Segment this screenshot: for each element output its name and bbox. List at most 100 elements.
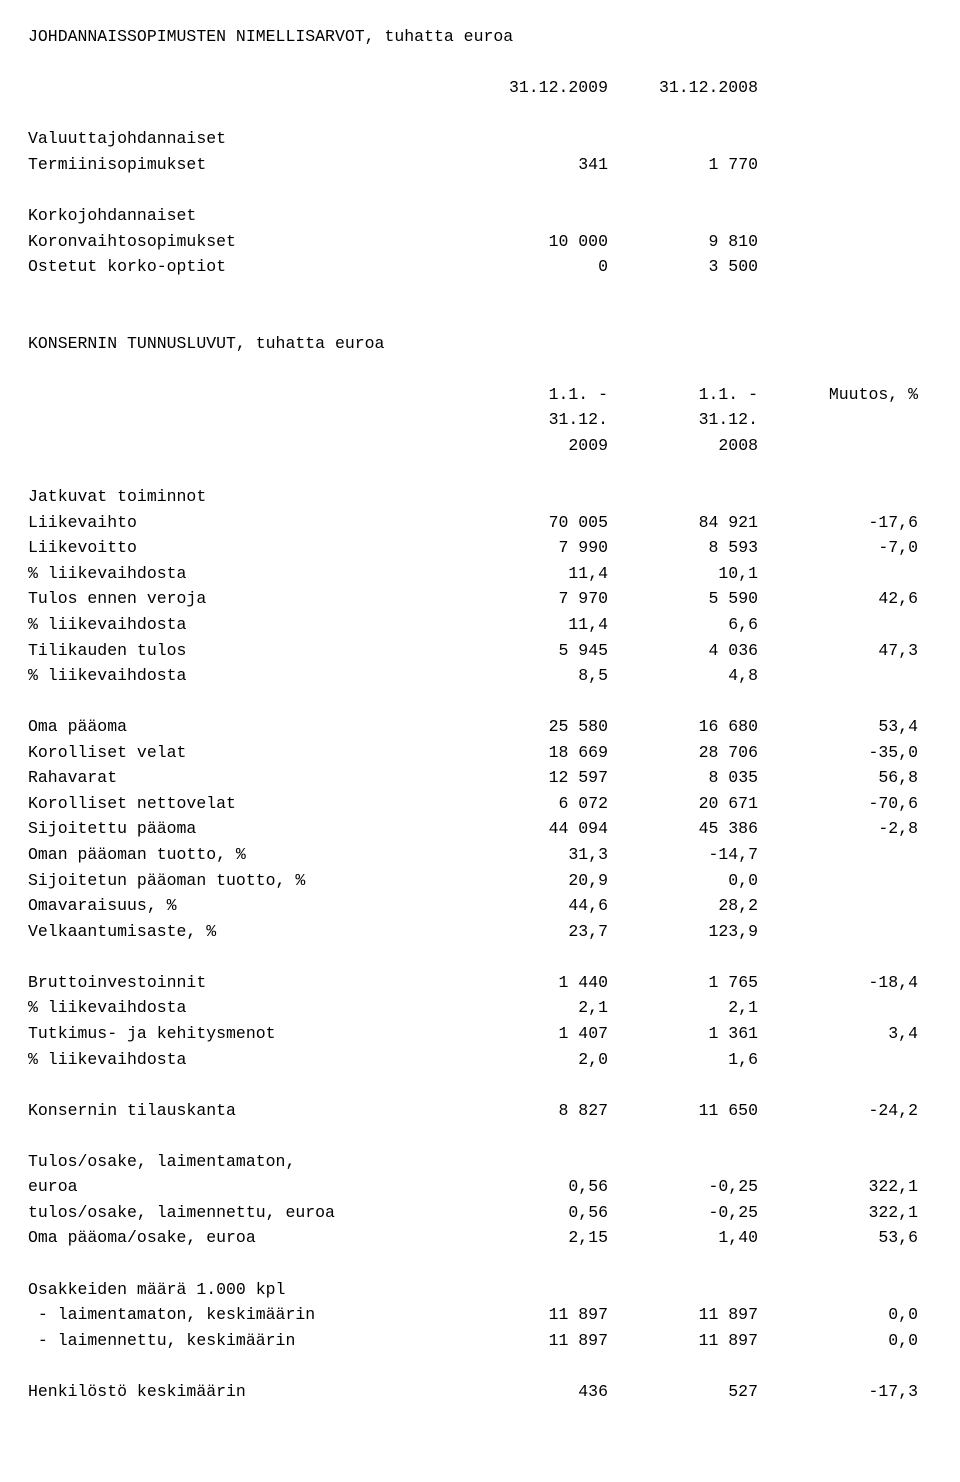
c2: 123,9 — [608, 919, 758, 945]
c3: 322,1 — [758, 1174, 918, 1200]
c2: 11 897 — [608, 1302, 758, 1328]
section2-title: KONSERNIN TUNNUSLUVUT, tuhatta euroa — [28, 331, 932, 357]
c2: 0,0 — [608, 868, 758, 894]
c1: 11 897 — [458, 1328, 608, 1354]
row-korko: Korkojohdannaiset — [28, 203, 932, 229]
c1: 2,15 — [458, 1225, 608, 1251]
row-laimennettu-kpl: - laimennettu, keskimäärin 11 897 11 897… — [28, 1328, 932, 1354]
c1: 0 — [458, 254, 608, 280]
label: Konsernin tilauskanta — [28, 1098, 458, 1124]
c2: 11 650 — [608, 1098, 758, 1124]
row-korolliset-velat: Korolliset velat 18 669 28 706 -35,0 — [28, 740, 932, 766]
c1: 70 005 — [458, 510, 608, 536]
c1: 18 669 — [458, 740, 608, 766]
row-koronvaihto: Koronvaihtosopimukset 10 000 9 810 — [28, 229, 932, 255]
empty — [28, 382, 458, 408]
c2: 1 770 — [608, 152, 758, 178]
c3: 0,0 — [758, 1302, 918, 1328]
c2: 84 921 — [608, 510, 758, 536]
row-laimennettu: tulos/osake, laimennettu, euroa 0,56 -0,… — [28, 1200, 932, 1226]
label: Termiinisopimukset — [28, 152, 458, 178]
row-pct-3: % liikevaihdosta 8,5 4,8 — [28, 663, 932, 689]
c2: -14,7 — [608, 842, 758, 868]
label: Korkojohdannaiset — [28, 203, 458, 229]
row-tutkimus: Tutkimus- ja kehitysmenot 1 407 1 361 3,… — [28, 1021, 932, 1047]
row-pct-brutto: % liikevaihdosta 2,1 2,1 — [28, 995, 932, 1021]
c1: 7 990 — [458, 535, 608, 561]
row-korolliset-netto: Korolliset nettovelat 6 072 20 671 -70,6 — [28, 791, 932, 817]
label: Jatkuvat toiminnot — [28, 484, 458, 510]
h2b: 31.12. — [608, 407, 758, 433]
row-rahavarat: Rahavarat 12 597 8 035 56,8 — [28, 765, 932, 791]
section1-title: JOHDANNAISSOPIMUSTEN NIMELLISARVOT, tuha… — [28, 24, 932, 50]
label: % liikevaihdosta — [28, 561, 458, 587]
label: - laimennettu, keskimäärin — [28, 1328, 458, 1354]
row-termiini: Termiinisopimukset 341 1 770 — [28, 152, 932, 178]
h3a: Muutos, % — [758, 382, 918, 408]
c2: 28 706 — [608, 740, 758, 766]
c2: 1,40 — [608, 1225, 758, 1251]
c1: 2,1 — [458, 995, 608, 1021]
c2: 10,1 — [608, 561, 758, 587]
label: Koronvaihtosopimukset — [28, 229, 458, 255]
c2: 5 590 — [608, 586, 758, 612]
label: % liikevaihdosta — [28, 1047, 458, 1073]
empty — [28, 407, 458, 433]
c1: 23,7 — [458, 919, 608, 945]
label: Valuuttajohdannaiset — [28, 126, 458, 152]
c2: 9 810 — [608, 229, 758, 255]
c3: 0,0 — [758, 1328, 918, 1354]
c2: 6,6 — [608, 612, 758, 638]
c1: 7 970 — [458, 586, 608, 612]
label: Henkilöstö keskimäärin — [28, 1379, 458, 1405]
empty — [28, 433, 458, 459]
c3: 42,6 — [758, 586, 918, 612]
row-sijoitetun-tuotto: Sijoitetun pääoman tuotto, % 20,9 0,0 — [28, 868, 932, 894]
label: Tilikauden tulos — [28, 638, 458, 664]
row-pct-tutkimus: % liikevaihdosta 2,0 1,6 — [28, 1047, 932, 1073]
label: tulos/osake, laimennettu, euroa — [28, 1200, 458, 1226]
label: Sijoitetun pääoman tuotto, % — [28, 868, 458, 894]
c3: -2,8 — [758, 816, 918, 842]
c2: 8 593 — [608, 535, 758, 561]
h1c: 2009 — [458, 433, 608, 459]
row-liikevaihto: Liikevaihto 70 005 84 921 -17,6 — [28, 510, 932, 536]
row-velkaantumis: Velkaantumisaste, % 23,7 123,9 — [28, 919, 932, 945]
c1: 436 — [458, 1379, 608, 1405]
section2-header-3: 2009 2008 — [28, 433, 932, 459]
label: - laimentamaton, keskimäärin — [28, 1302, 458, 1328]
label: Omavaraisuus, % — [28, 893, 458, 919]
c1: 31,3 — [458, 842, 608, 868]
c3: -24,2 — [758, 1098, 918, 1124]
c2: 3 500 — [608, 254, 758, 280]
c3: 53,6 — [758, 1225, 918, 1251]
c2: 28,2 — [608, 893, 758, 919]
c2: 1 765 — [608, 970, 758, 996]
row-pct-2: % liikevaihdosta 11,4 6,6 — [28, 612, 932, 638]
c1: 10 000 — [458, 229, 608, 255]
label: Oma pääoma/osake, euroa — [28, 1225, 458, 1251]
c2: 20 671 — [608, 791, 758, 817]
c3: 3,4 — [758, 1021, 918, 1047]
c1: 1 440 — [458, 970, 608, 996]
row-pct-1: % liikevaihdosta 11,4 10,1 — [28, 561, 932, 587]
c2: 45 386 — [608, 816, 758, 842]
row-liikevoitto: Liikevoitto 7 990 8 593 -7,0 — [28, 535, 932, 561]
label: Korolliset nettovelat — [28, 791, 458, 817]
section1-header: 31.12.2009 31.12.2008 — [28, 75, 932, 101]
label: Osakkeiden määrä 1.000 kpl — [28, 1277, 458, 1303]
c1: 11,4 — [458, 561, 608, 587]
label: Liikevaihto — [28, 510, 458, 536]
c1: 44,6 — [458, 893, 608, 919]
c2: 527 — [608, 1379, 758, 1405]
c2: 11 897 — [608, 1328, 758, 1354]
row-euroa: euroa 0,56 -0,25 322,1 — [28, 1174, 932, 1200]
c3: -70,6 — [758, 791, 918, 817]
c2: 8 035 — [608, 765, 758, 791]
c1: 8 827 — [458, 1098, 608, 1124]
c1: 0,56 — [458, 1200, 608, 1226]
c1: 12 597 — [458, 765, 608, 791]
row-oma-osake: Oma pääoma/osake, euroa 2,15 1,40 53,6 — [28, 1225, 932, 1251]
row-henkilosto: Henkilöstö keskimäärin 436 527 -17,3 — [28, 1379, 932, 1405]
h1b: 31.12. — [458, 407, 608, 433]
